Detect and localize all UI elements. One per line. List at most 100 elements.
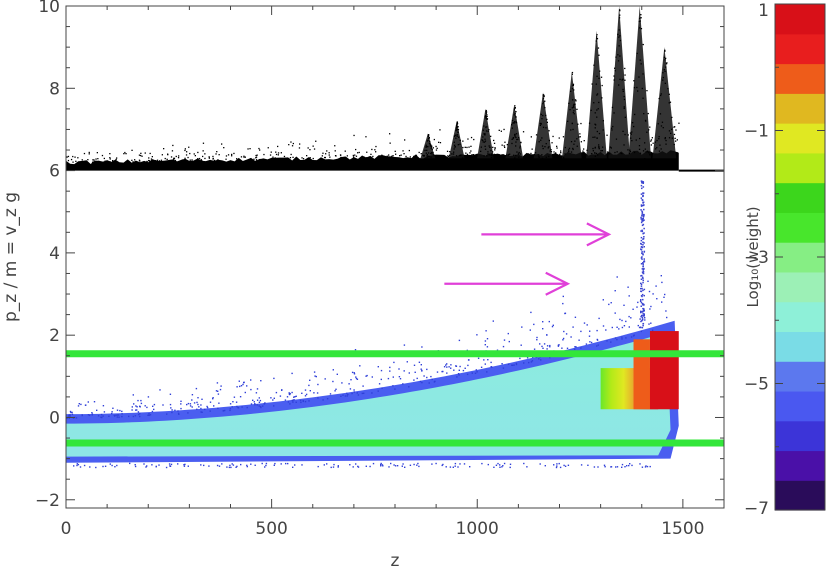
halo-speck bbox=[453, 369, 455, 371]
upper-peak-speck bbox=[575, 100, 577, 102]
halo-speck bbox=[180, 407, 182, 410]
spike-point bbox=[642, 232, 644, 235]
halo-speck bbox=[346, 395, 348, 397]
halo-speck bbox=[308, 384, 310, 387]
upper-peak-speck bbox=[639, 27, 641, 29]
halo-speck bbox=[398, 368, 400, 370]
halo-speck-low bbox=[265, 462, 268, 465]
halo-speck bbox=[147, 414, 149, 416]
upper-band-speck bbox=[88, 153, 90, 155]
upper-band-speck bbox=[204, 153, 206, 155]
upper-peak-speck bbox=[636, 86, 638, 89]
upper-band-speck bbox=[509, 153, 511, 155]
upper-peak-speck bbox=[455, 127, 457, 129]
halo-speck bbox=[177, 412, 180, 415]
upper-band-speck bbox=[533, 154, 535, 156]
spike-point bbox=[643, 208, 645, 211]
halo-speck bbox=[304, 395, 307, 397]
halo-speck bbox=[663, 296, 665, 298]
halo-speck bbox=[342, 394, 344, 396]
spike-point bbox=[643, 215, 645, 217]
halo-speck bbox=[381, 387, 383, 389]
halo-speck bbox=[608, 303, 610, 306]
upper-peak-speck bbox=[600, 76, 603, 78]
halo-speck bbox=[633, 334, 635, 336]
upper-peak-speck bbox=[490, 156, 492, 158]
halo-speck bbox=[103, 411, 106, 413]
spike-point bbox=[643, 227, 645, 230]
upper-band-speck bbox=[468, 146, 470, 148]
spike-point bbox=[641, 274, 643, 277]
halo-speck-low bbox=[261, 462, 263, 465]
upper-peak-speck bbox=[542, 97, 545, 99]
upper-peak-speck bbox=[488, 154, 490, 156]
halo-speck bbox=[191, 394, 194, 396]
upper-band-speck bbox=[216, 151, 218, 153]
upper-band-speck bbox=[255, 156, 258, 158]
upper-band-speck bbox=[103, 157, 105, 160]
halo-speck bbox=[239, 385, 241, 388]
upper-band-speck bbox=[164, 157, 166, 160]
halo-speck bbox=[443, 366, 446, 368]
halo-speck bbox=[348, 383, 350, 385]
spike-point bbox=[642, 186, 645, 188]
colorbar-tick-label: −1 bbox=[744, 122, 769, 142]
upper-band-speck bbox=[173, 157, 175, 159]
halo-speck bbox=[561, 347, 563, 349]
halo-speck-low bbox=[145, 466, 147, 468]
x-tick-label: 1500 bbox=[661, 519, 704, 539]
spike-point bbox=[643, 232, 645, 234]
upper-peak-speck bbox=[595, 83, 597, 85]
upper-band-speck bbox=[409, 156, 411, 158]
upper-band-speck bbox=[302, 158, 305, 160]
spike-point bbox=[642, 298, 644, 301]
halo-speck bbox=[255, 392, 258, 394]
upper-band-speck bbox=[650, 139, 653, 141]
upper-peak-speck bbox=[613, 75, 615, 77]
halo-speck bbox=[187, 412, 189, 414]
upper-band-speck bbox=[659, 144, 661, 146]
halo-speck-low bbox=[183, 464, 185, 466]
upper-band-speck bbox=[422, 154, 424, 157]
upper-peak-speck bbox=[459, 143, 461, 145]
halo-speck bbox=[304, 400, 307, 403]
upper-band-speck bbox=[312, 145, 314, 147]
upper-band-speck bbox=[490, 149, 492, 152]
halo-speck-low bbox=[301, 464, 303, 466]
halo-speck bbox=[217, 393, 220, 395]
upper-peak-speck bbox=[635, 139, 637, 141]
upper-peak-speck bbox=[455, 130, 457, 132]
halo-speck-low bbox=[556, 463, 558, 465]
upper-band-speck bbox=[113, 161, 115, 163]
spike-point bbox=[640, 205, 643, 207]
upper-band-speck bbox=[537, 154, 539, 156]
upper-band-speck bbox=[88, 151, 90, 154]
upper-band-speck bbox=[215, 153, 217, 155]
upper-band-speck bbox=[334, 150, 336, 152]
halo-speck bbox=[196, 408, 198, 410]
halo-speck bbox=[398, 376, 401, 378]
halo-speck bbox=[93, 401, 96, 403]
upper-band-speck bbox=[562, 136, 565, 138]
halo-speck bbox=[477, 357, 480, 359]
halo-speck bbox=[116, 414, 119, 416]
halo-speck bbox=[273, 405, 275, 407]
halo-speck bbox=[484, 344, 486, 346]
upper-band-speck bbox=[480, 150, 482, 152]
spike-point bbox=[642, 244, 644, 246]
upper-peak-speck bbox=[483, 155, 485, 157]
halo-speck bbox=[625, 320, 627, 323]
halo-speck-low bbox=[555, 466, 558, 469]
spike-point bbox=[641, 318, 644, 320]
upper-band-speck bbox=[352, 156, 355, 158]
upper-band-speck bbox=[494, 149, 496, 151]
upper-band-speck bbox=[218, 154, 220, 156]
upper-band-speck bbox=[462, 140, 464, 142]
halo-speck bbox=[557, 345, 560, 347]
upper-band-speck bbox=[82, 161, 84, 164]
halo-speck bbox=[471, 372, 473, 374]
upper-band-speck bbox=[139, 160, 141, 162]
upper-peak-speck bbox=[569, 109, 571, 111]
halo-speck bbox=[511, 364, 513, 366]
upper-peak-speck bbox=[664, 138, 666, 140]
